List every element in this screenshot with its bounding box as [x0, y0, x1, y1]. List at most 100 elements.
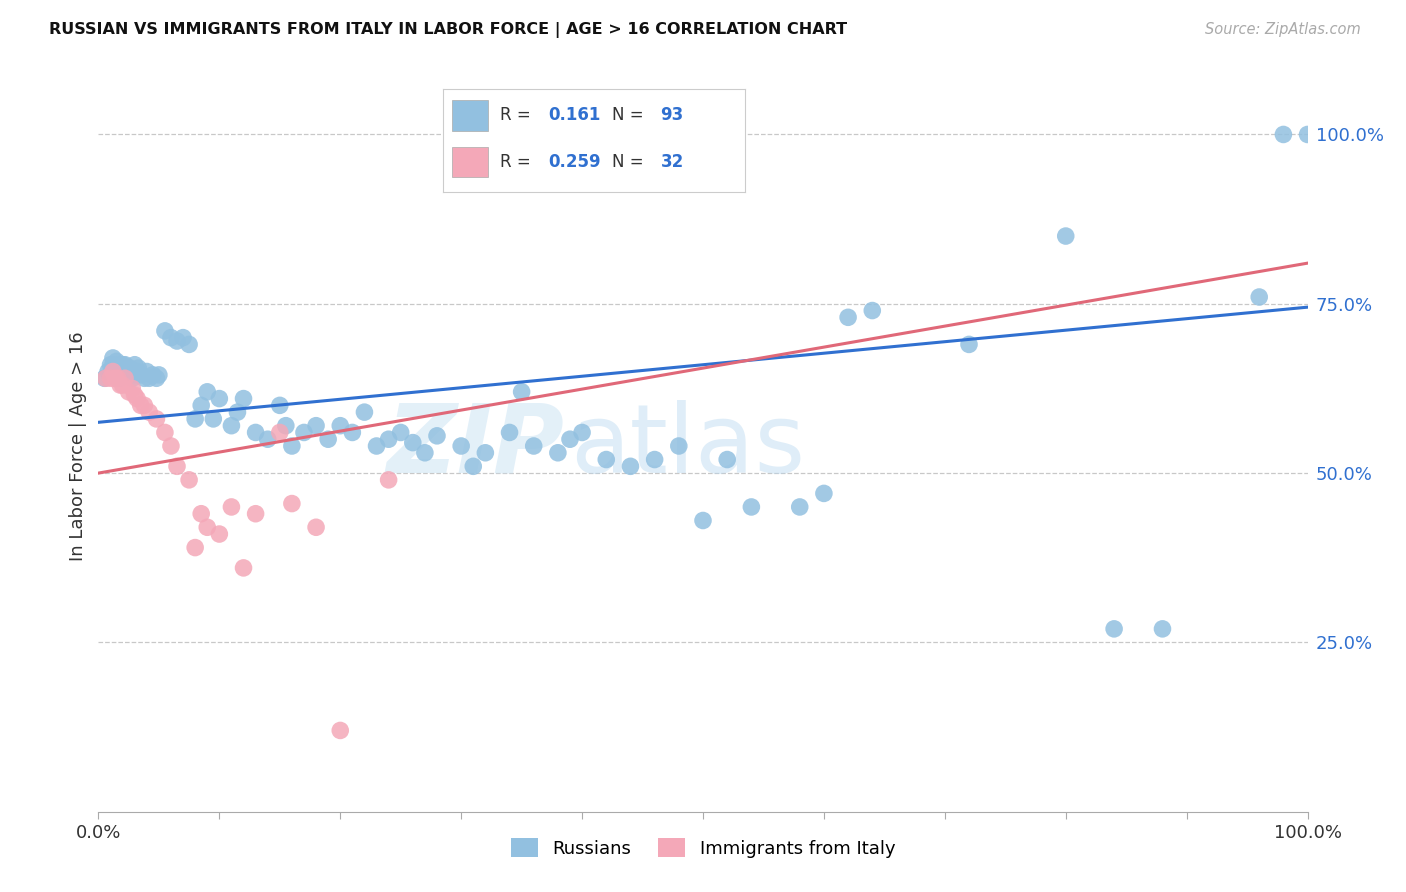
- Point: [389, 425, 412, 440]
- Point: [668, 439, 690, 453]
- Point: [860, 303, 883, 318]
- Point: [160, 331, 183, 345]
- Point: [166, 459, 188, 474]
- Point: [172, 331, 194, 345]
- Point: [595, 452, 617, 467]
- Point: [124, 358, 146, 372]
- Point: [108, 358, 131, 372]
- Point: [112, 364, 135, 378]
- Text: N =: N =: [612, 153, 650, 170]
- FancyBboxPatch shape: [451, 101, 488, 131]
- Point: [1054, 229, 1077, 244]
- Point: [426, 429, 449, 443]
- Point: [450, 439, 472, 453]
- Point: [208, 527, 231, 541]
- Point: [523, 439, 546, 453]
- Text: R =: R =: [501, 153, 536, 170]
- Text: 0.161: 0.161: [548, 106, 602, 124]
- Point: [121, 371, 143, 385]
- Point: [221, 500, 243, 514]
- Point: [245, 425, 267, 440]
- Point: [402, 435, 425, 450]
- Point: [232, 561, 254, 575]
- FancyBboxPatch shape: [451, 146, 488, 178]
- Point: [329, 418, 352, 433]
- Point: [221, 418, 243, 433]
- Point: [138, 405, 160, 419]
- Point: [110, 361, 132, 376]
- Point: [1102, 622, 1125, 636]
- Point: [498, 425, 520, 440]
- Point: [108, 371, 131, 385]
- Point: [329, 723, 352, 738]
- Point: [558, 432, 581, 446]
- Text: ZIP: ZIP: [387, 400, 564, 492]
- Point: [111, 368, 134, 382]
- Point: [377, 473, 399, 487]
- Point: [101, 358, 124, 372]
- Text: R =: R =: [501, 106, 536, 124]
- Point: [124, 388, 146, 402]
- Point: [256, 432, 278, 446]
- Point: [413, 446, 436, 460]
- Point: [118, 384, 141, 399]
- Point: [97, 364, 120, 378]
- Point: [190, 398, 212, 412]
- Point: [245, 507, 267, 521]
- Point: [232, 392, 254, 406]
- Point: [305, 520, 328, 534]
- Point: [160, 439, 183, 453]
- Text: atlas: atlas: [569, 400, 806, 492]
- Point: [274, 418, 297, 433]
- Point: [153, 324, 176, 338]
- Point: [118, 361, 141, 376]
- Point: [142, 368, 165, 382]
- Point: [619, 459, 641, 474]
- Point: [571, 425, 593, 440]
- Point: [93, 371, 115, 385]
- Text: Source: ZipAtlas.com: Source: ZipAtlas.com: [1205, 22, 1361, 37]
- Point: [366, 439, 388, 453]
- Point: [1296, 128, 1319, 142]
- Point: [107, 361, 129, 376]
- Point: [166, 334, 188, 348]
- Point: [510, 384, 533, 399]
- Point: [114, 364, 136, 378]
- Point: [104, 371, 127, 385]
- Point: [547, 446, 569, 460]
- Point: [813, 486, 835, 500]
- Point: [118, 364, 141, 378]
- Point: [716, 452, 738, 467]
- Point: [124, 368, 146, 382]
- Point: [121, 381, 143, 395]
- Point: [129, 368, 152, 382]
- Point: [115, 361, 138, 376]
- Point: [129, 398, 152, 412]
- Point: [108, 364, 131, 378]
- Point: [269, 398, 291, 412]
- Point: [957, 337, 980, 351]
- Point: [179, 473, 201, 487]
- Point: [114, 371, 136, 385]
- Point: [1272, 128, 1295, 142]
- Point: [114, 358, 136, 372]
- Point: [837, 310, 859, 325]
- Point: [145, 412, 167, 426]
- Point: [134, 371, 156, 385]
- Point: [103, 361, 125, 376]
- Point: [94, 371, 117, 385]
- Point: [692, 514, 714, 528]
- Point: [202, 412, 225, 426]
- Point: [190, 507, 212, 521]
- Point: [120, 364, 142, 378]
- Point: [117, 368, 139, 382]
- Point: [1152, 622, 1174, 636]
- Point: [184, 541, 207, 555]
- Point: [740, 500, 762, 514]
- Point: [195, 520, 218, 534]
- Point: [353, 405, 375, 419]
- Point: [195, 384, 218, 399]
- Point: [342, 425, 364, 440]
- Text: N =: N =: [612, 106, 650, 124]
- Point: [111, 378, 134, 392]
